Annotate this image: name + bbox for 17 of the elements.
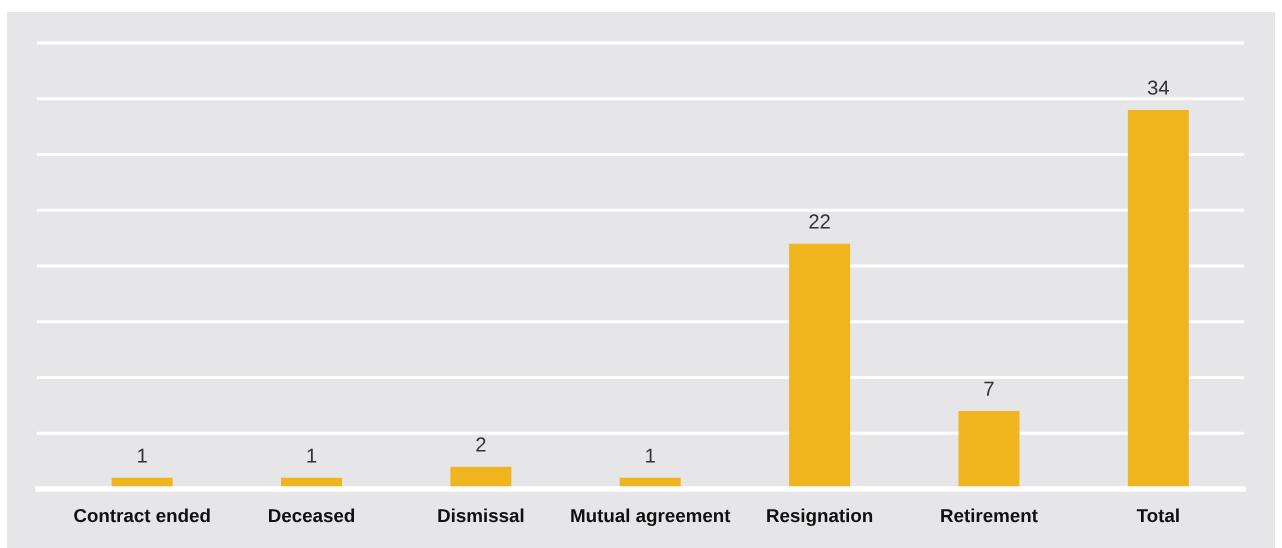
x-tick-label: Dismissal	[438, 508, 524, 523]
bar	[789, 243, 851, 489]
bar	[958, 410, 1020, 489]
data-label: 34	[1147, 80, 1169, 95]
data-label: 1	[138, 448, 147, 463]
data-label: 1	[307, 448, 317, 463]
data-label: 7	[984, 381, 994, 396]
bar	[1127, 109, 1189, 489]
x-tick-label: Mutual agreement	[571, 508, 731, 527]
data-label: 22	[809, 214, 830, 229]
x-tick-label: Total	[1136, 508, 1179, 523]
x-tick-label: Resignation	[767, 508, 873, 527]
x-tick-label: Retirement	[941, 508, 1038, 523]
x-tick-label: Contract ended	[74, 508, 210, 523]
x-tick-label: Deceased	[268, 508, 355, 523]
data-label: 1	[646, 448, 655, 463]
data-label: 2	[476, 437, 486, 452]
